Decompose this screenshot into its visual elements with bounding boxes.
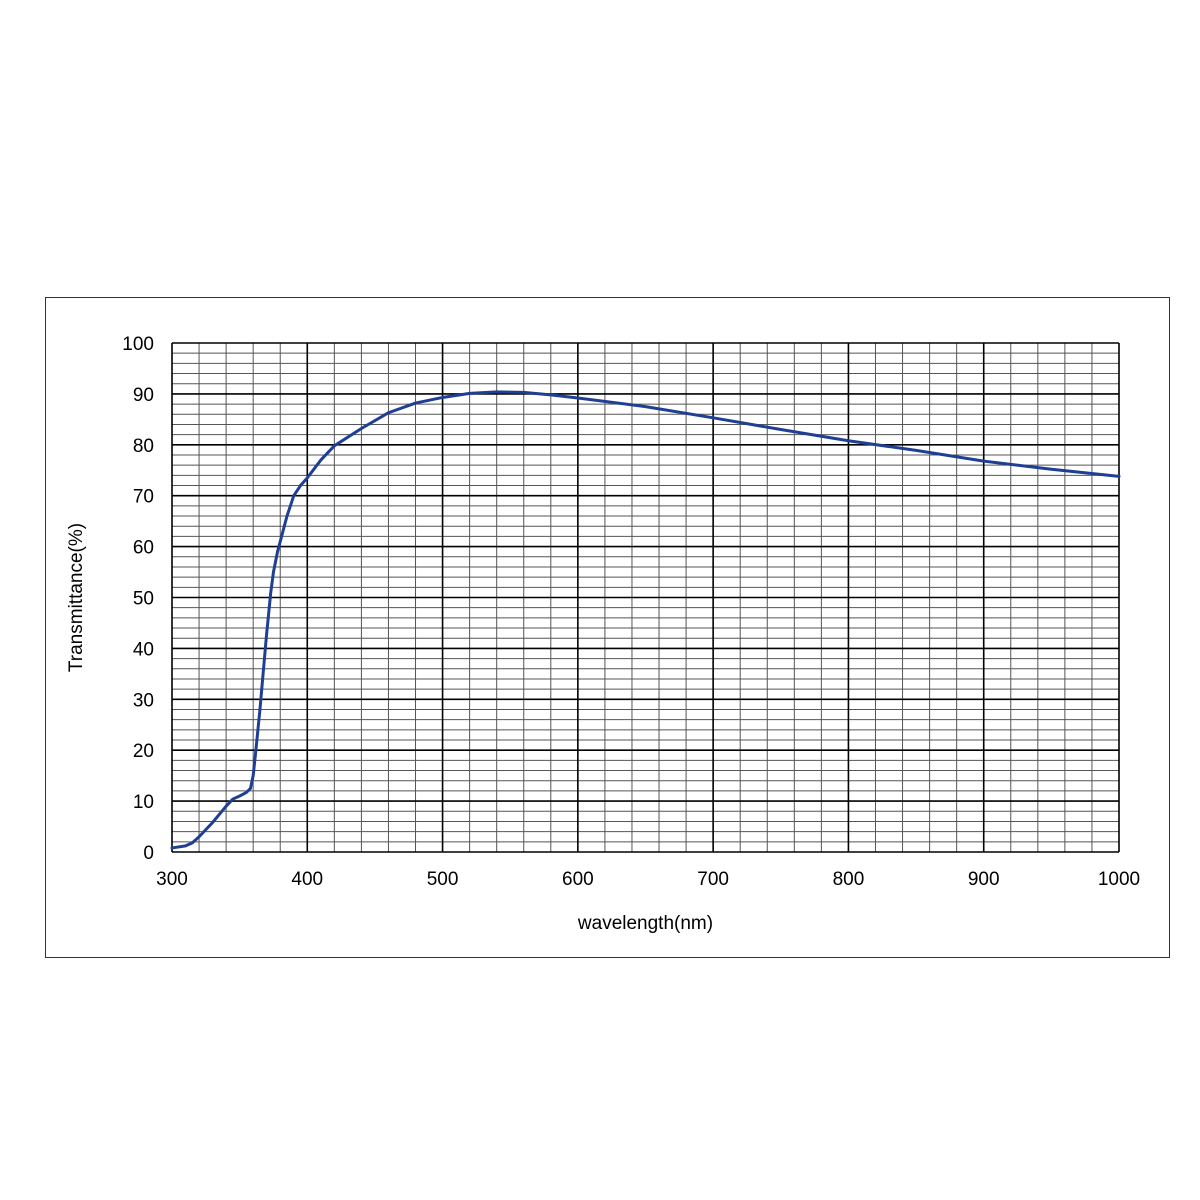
x-axis-title: wavelength(nm) (577, 913, 713, 934)
x-tick-label: 1000 (1098, 869, 1140, 890)
series-layer (170, 390, 1121, 850)
y-tick-label: 30 (133, 690, 154, 711)
transmittance-chart: 300 400 500 600 700 800 900 1000 0 10 20 30 40 50 60 7… (66, 334, 1140, 934)
x-tick-label: 900 (968, 869, 1000, 890)
y-tick-label: 10 (133, 792, 154, 813)
y-tick-label: 80 (133, 436, 154, 457)
x-tick-label: 700 (697, 869, 729, 890)
chart-frame: 300 400 500 600 700 800 900 1000 0 10 20 30 40 50 60 7… (45, 297, 1170, 958)
x-tick-label: 300 (156, 869, 188, 890)
x-tick-label: 800 (833, 869, 865, 890)
x-tick-label: 400 (291, 869, 323, 890)
y-tick-label: 40 (133, 639, 154, 660)
y-tick-label: 100 (122, 334, 154, 355)
grid-major (171, 342, 1120, 853)
y-axis-title: Transmittance(%) (66, 523, 87, 672)
x-tick-label: 600 (562, 869, 594, 890)
y-tick-label: 90 (133, 385, 154, 406)
y-tick-label: 20 (133, 741, 154, 762)
y-tick-labels: 0 10 20 30 40 50 60 70 80 90 100 (122, 334, 154, 864)
x-tick-label: 500 (427, 869, 459, 890)
y-tick-label: 50 (133, 589, 154, 610)
series-line-0 (170, 390, 1121, 850)
y-tick-label: 0 (143, 843, 154, 864)
y-tick-label: 60 (133, 538, 154, 559)
x-tick-labels: 300 400 500 600 700 800 900 1000 (156, 869, 1140, 890)
y-tick-label: 70 (133, 487, 154, 508)
